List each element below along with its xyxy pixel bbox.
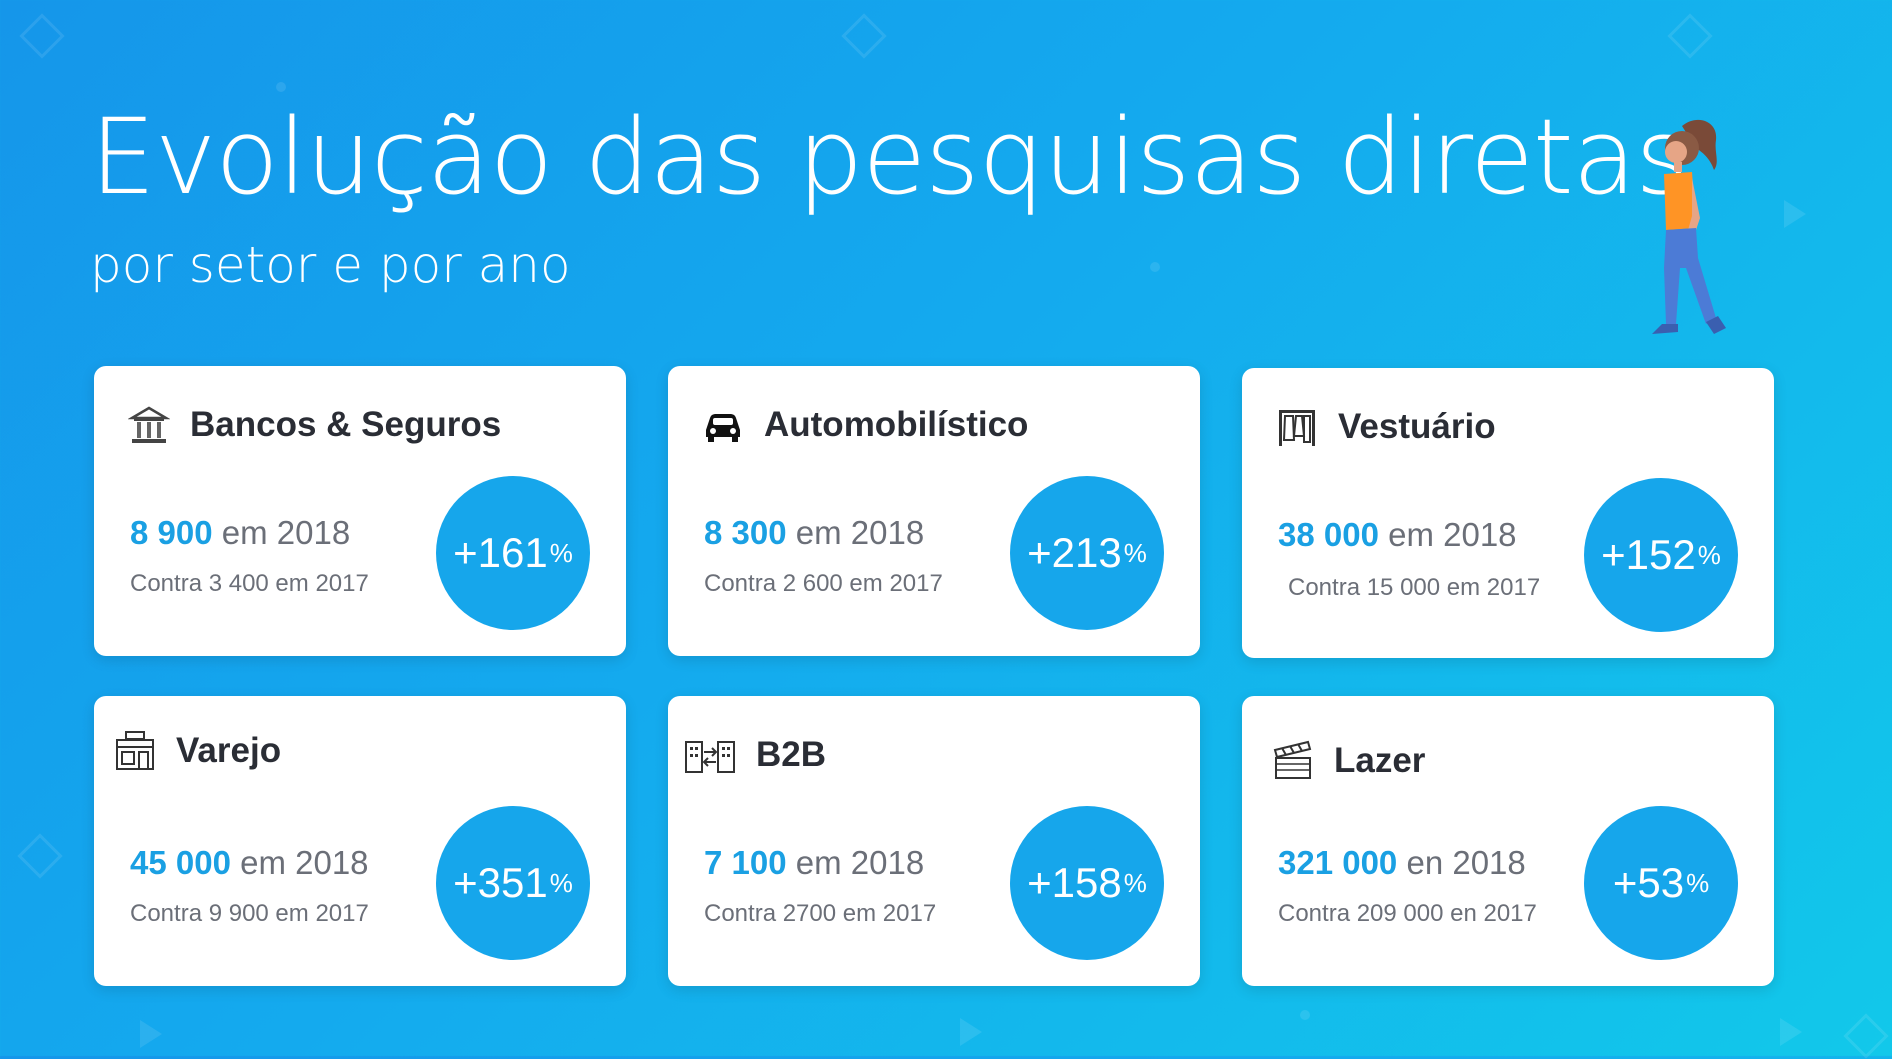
previous-year-comparison: Contra 15 000 em 2017 bbox=[1288, 574, 1541, 601]
growth-badge: +161% bbox=[436, 476, 590, 630]
current-year-value: 321 000 en 2018 bbox=[1278, 844, 1526, 882]
current-year-value: 45 000 em 2018 bbox=[130, 844, 369, 882]
growth-value: +213 bbox=[1027, 529, 1122, 576]
sector-card-varejo: Varejo 45 000 em 2018 Contra 9 900 em 20… bbox=[94, 696, 626, 986]
card-title: B2B bbox=[756, 735, 827, 774]
previous-year-comparison: Contra 209 000 en 2017 bbox=[1278, 900, 1537, 927]
previous-year-comparison: Contra 3 400 em 2017 bbox=[130, 570, 369, 597]
previous-year-comparison: Contra 9 900 em 2017 bbox=[130, 900, 369, 927]
walking-woman-illustration bbox=[1652, 119, 1726, 334]
search-count: 8 900 bbox=[130, 514, 213, 551]
clothing-rack-icon bbox=[1276, 406, 1318, 448]
year-label: em 2018 bbox=[212, 514, 351, 551]
growth-unit: % bbox=[549, 537, 573, 568]
card-title: Bancos & Seguros bbox=[190, 405, 502, 444]
growth-badge: +351% bbox=[436, 806, 590, 960]
year-label: em 2018 bbox=[230, 844, 369, 881]
growth-badge: +213% bbox=[1010, 476, 1164, 630]
sector-card-bancos-seguros: Bancos & Seguros 8 900 em 2018 Contra 3 … bbox=[94, 366, 626, 656]
background-triangle-shape bbox=[960, 1018, 982, 1046]
year-label: em 2018 bbox=[786, 844, 925, 881]
growth-value: +158 bbox=[1027, 859, 1122, 906]
year-label: em 2018 bbox=[1378, 516, 1517, 553]
search-count: 45 000 bbox=[130, 844, 231, 881]
current-year-value: 38 000 em 2018 bbox=[1278, 516, 1517, 554]
car-icon bbox=[702, 404, 744, 446]
current-year-value: 8 300 em 2018 bbox=[704, 514, 924, 552]
previous-year-comparison: Contra 2700 em 2017 bbox=[704, 900, 937, 927]
growth-unit: % bbox=[1686, 867, 1710, 898]
year-label: em 2018 bbox=[786, 514, 925, 551]
card-title: Lazer bbox=[1334, 741, 1426, 780]
sector-card-automobilistico: Automobilístico 8 300 em 2018 Contra 2 6… bbox=[668, 366, 1200, 656]
sector-card-lazer: Lazer 321 000 en 2018 Contra 209 000 en … bbox=[1242, 696, 1774, 986]
background-dot-shape bbox=[1150, 262, 1160, 272]
background-dot-shape bbox=[1300, 1010, 1310, 1020]
search-count: 321 000 bbox=[1278, 844, 1398, 881]
search-count: 38 000 bbox=[1278, 516, 1379, 553]
growth-unit: % bbox=[1697, 539, 1721, 570]
search-count: 7 100 bbox=[704, 844, 787, 881]
sector-card-b2b: B2B 7 100 em 2018 Contra 2700 em 2017 +1… bbox=[668, 696, 1200, 986]
background-triangle-shape bbox=[140, 1020, 162, 1048]
background-diamond-shape bbox=[841, 13, 887, 59]
clapperboard-icon bbox=[1272, 740, 1314, 782]
background-triangle-shape bbox=[1780, 1018, 1802, 1046]
card-title: Varejo bbox=[176, 731, 282, 770]
current-year-value: 8 900 em 2018 bbox=[130, 514, 350, 552]
sector-card-vestuario: Vestuário 38 000 em 2018 Contra 15 000 e… bbox=[1242, 368, 1774, 658]
growth-unit: % bbox=[549, 867, 573, 898]
growth-badge: +53% bbox=[1584, 806, 1738, 960]
growth-unit: % bbox=[1123, 537, 1147, 568]
bank-icon bbox=[128, 404, 170, 446]
card-title: Vestuário bbox=[1338, 407, 1496, 446]
current-year-value: 7 100 em 2018 bbox=[704, 844, 924, 882]
background-diamond-shape bbox=[1843, 1013, 1889, 1059]
growth-badge: +158% bbox=[1010, 806, 1164, 960]
background-dot-shape bbox=[276, 82, 286, 92]
store-icon bbox=[114, 730, 156, 772]
growth-value: +351 bbox=[453, 859, 548, 906]
year-label: en 2018 bbox=[1397, 844, 1526, 881]
growth-value: +152 bbox=[1601, 531, 1696, 578]
previous-year-comparison: Contra 2 600 em 2017 bbox=[704, 570, 943, 597]
growth-value: +161 bbox=[453, 529, 548, 576]
page-title: Evolução das pesquisas diretas bbox=[90, 96, 1690, 218]
background-diamond-shape bbox=[19, 13, 65, 59]
buildings-exchange-icon bbox=[684, 734, 736, 776]
page-subtitle: por setor e por ano bbox=[90, 236, 571, 294]
search-count: 8 300 bbox=[704, 514, 787, 551]
card-title: Automobilístico bbox=[764, 405, 1029, 444]
growth-badge: +152% bbox=[1584, 478, 1738, 632]
growth-unit: % bbox=[1123, 867, 1147, 898]
background-diamond-shape bbox=[17, 833, 63, 879]
growth-value: +53 bbox=[1612, 859, 1685, 906]
background-diamond-shape bbox=[1667, 13, 1713, 59]
background-triangle-shape bbox=[1784, 200, 1806, 228]
